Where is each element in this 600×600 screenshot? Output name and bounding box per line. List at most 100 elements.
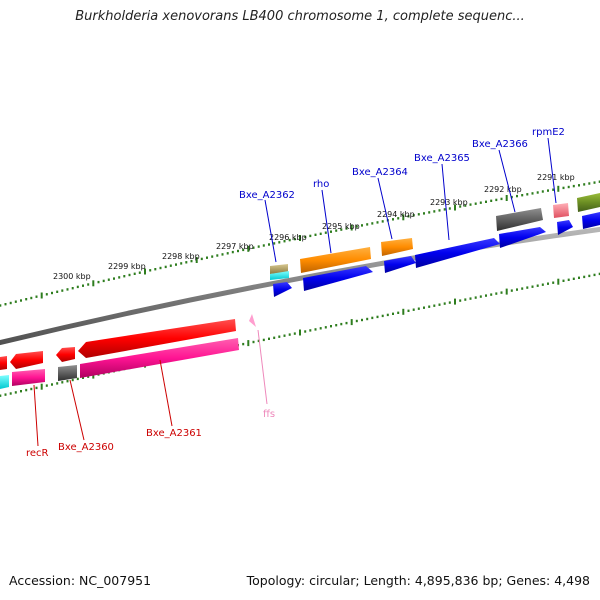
outer-minor-tick xyxy=(417,213,420,216)
outer-minor-tick xyxy=(319,232,322,235)
gene-feature-recr-red[interactable] xyxy=(10,351,43,369)
outer-minor-tick xyxy=(345,227,348,230)
outer-minor-tick xyxy=(14,300,17,303)
inner-minor-tick xyxy=(464,298,467,301)
outer-minor-tick xyxy=(536,191,539,194)
gene-feature-recr-cds[interactable] xyxy=(0,375,9,389)
inner-minor-tick xyxy=(490,293,493,296)
gene-label-bxe-a2366[interactable]: Bxe_A2366 xyxy=(472,139,528,150)
inner-minor-tick xyxy=(273,336,276,339)
outer-major-tick xyxy=(505,195,508,201)
outer-minor-tick xyxy=(516,194,518,198)
outer-minor-tick xyxy=(30,296,33,300)
inner-minor-tick xyxy=(578,276,580,279)
forward-strand-genes xyxy=(270,193,600,297)
inner-minor-tick xyxy=(371,316,374,320)
inner-minor-tick xyxy=(335,324,338,327)
inner-minor-tick xyxy=(428,305,431,308)
inner-minor-tick xyxy=(397,311,400,314)
gene-feature-a2360-pseudo[interactable] xyxy=(58,365,77,381)
outer-minor-tick xyxy=(76,285,79,289)
gene-feature-a2362-rna[interactable] xyxy=(270,264,288,274)
tick-label-2300: 2300 kbp xyxy=(53,272,91,281)
gene-feature-a2364[interactable] xyxy=(381,238,413,256)
inner-minor-tick xyxy=(71,378,74,382)
outer-major-tick xyxy=(195,257,198,263)
outer-minor-tick xyxy=(138,271,141,274)
inner-minor-tick xyxy=(593,273,596,277)
gene-feature-a2364-cds[interactable] xyxy=(384,256,416,273)
outer-minor-tick xyxy=(578,184,580,187)
tick-label-2296: 2296 kbp xyxy=(269,233,307,242)
gene-feature-rpme2-cds[interactable] xyxy=(557,220,573,235)
outer-minor-tick xyxy=(154,268,157,271)
inner-minor-tick xyxy=(35,386,38,390)
gene-label-bxe-a2362[interactable]: Bxe_A2362 xyxy=(239,190,295,201)
gene-label-bxe-a2365[interactable]: Bxe_A2365 xyxy=(414,153,470,164)
gene-feature-a2366-pseudo[interactable] xyxy=(496,208,543,231)
inner-minor-tick xyxy=(319,327,322,330)
gene-feature-edge-cds[interactable] xyxy=(582,212,600,229)
inner-minor-tick xyxy=(0,394,2,397)
inner-minor-tick xyxy=(495,292,498,295)
inner-minor-tick xyxy=(56,382,59,385)
outer-minor-tick xyxy=(216,254,219,257)
gene-feature-a2362-trna[interactable] xyxy=(270,271,289,280)
gene-label-bxe-a2360[interactable]: Bxe_A2360 xyxy=(58,442,114,453)
outer-minor-tick xyxy=(128,273,131,277)
gene-feature-rho-cds[interactable] xyxy=(303,266,373,291)
inner-minor-tick xyxy=(474,296,477,299)
gene-feature-a2362-cds[interactable] xyxy=(273,282,292,297)
inner-minor-tick xyxy=(547,282,549,285)
outer-minor-tick xyxy=(335,229,338,232)
gene-label-rho[interactable]: rho xyxy=(313,179,329,190)
outer-minor-tick xyxy=(185,261,188,264)
outer-minor-tick xyxy=(314,233,317,236)
top-gene-callouts: Bxe_A2362 rho Bxe_A2364 Bxe_A2365 Bxe_A2… xyxy=(239,127,565,263)
outer-minor-tick xyxy=(262,244,265,247)
outer-minor-tick xyxy=(464,204,467,207)
inner-major-tick xyxy=(402,308,405,315)
inner-minor-tick xyxy=(366,317,369,321)
gene-feature-rho[interactable] xyxy=(300,247,371,273)
tick-label-2299: 2299 kbp xyxy=(108,262,146,271)
outer-minor-tick xyxy=(541,190,544,193)
gene-feature-a2365-cds[interactable] xyxy=(415,238,500,268)
genome-summary-text: Topology: circular; Length: 4,895,836 bp… xyxy=(246,573,590,588)
outer-minor-tick xyxy=(283,240,286,243)
inner-minor-tick xyxy=(330,325,332,328)
gene-feature-rpme2[interactable] xyxy=(553,203,569,218)
inner-minor-tick xyxy=(324,326,327,329)
gene-feature-ffs[interactable] xyxy=(249,314,256,327)
tick-label-2295: 2295 kbp xyxy=(322,222,360,231)
outer-major-tick xyxy=(454,204,456,211)
outer-minor-tick xyxy=(159,266,162,270)
gene-feature-recr-pink[interactable] xyxy=(12,369,45,386)
inner-minor-tick xyxy=(526,286,529,289)
gene-label-rpme2[interactable]: rpmE2 xyxy=(532,127,565,138)
inner-minor-tick xyxy=(304,330,307,333)
gene-label-recr[interactable]: recR xyxy=(26,448,49,459)
outer-major-tick xyxy=(557,185,560,192)
outer-minor-tick xyxy=(257,245,260,248)
inner-minor-tick xyxy=(30,387,33,391)
inner-minor-tick xyxy=(521,287,524,290)
tick-label-2298: 2298 kbp xyxy=(162,252,200,261)
outer-minor-tick xyxy=(242,248,245,252)
gene-feature-a2361-gene[interactable] xyxy=(78,319,236,358)
gene-label-ffs[interactable]: ffs xyxy=(263,409,275,420)
tick-row-outer xyxy=(0,180,600,307)
gene-feature-a2361-cds[interactable] xyxy=(80,338,239,378)
inner-minor-tick xyxy=(257,339,260,343)
inner-minor-tick xyxy=(288,333,291,336)
gene-feature-recr-gene[interactable] xyxy=(0,356,7,370)
gene-label-bxe-a2361[interactable]: Bxe_A2361 xyxy=(146,428,202,439)
gene-feature-a2366-cds[interactable] xyxy=(499,227,546,248)
inner-minor-tick xyxy=(386,313,389,317)
gene-feature-a2360-gene[interactable] xyxy=(56,347,75,362)
inner-minor-tick xyxy=(500,291,503,294)
outer-major-tick xyxy=(299,235,301,241)
gene-feature-edge-rrna[interactable] xyxy=(577,193,600,212)
gene-label-bxe-a2364[interactable]: Bxe_A2364 xyxy=(352,167,408,178)
